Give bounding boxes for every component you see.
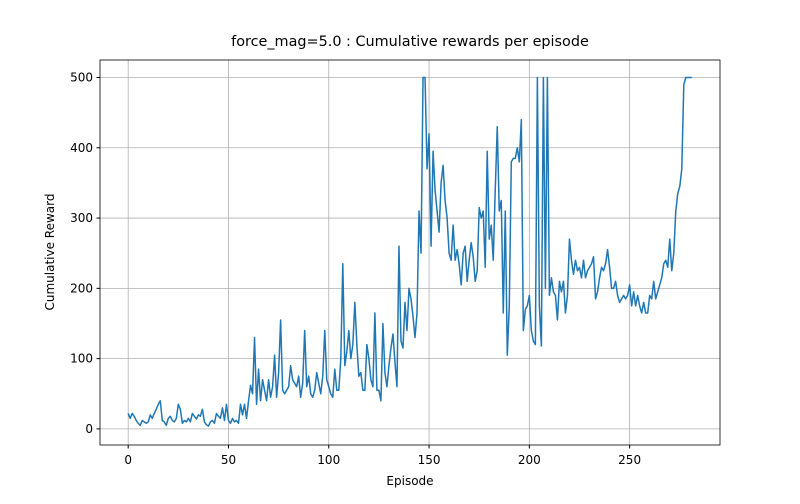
plot-frame xyxy=(99,59,721,446)
x-tick-label: 0 xyxy=(124,453,132,467)
x-axis-label: Episode xyxy=(386,474,433,488)
data-line xyxy=(127,76,692,427)
y-tick-label: 100 xyxy=(70,352,93,366)
x-tick-label: 50 xyxy=(221,453,236,467)
y-tick-label: 200 xyxy=(70,281,93,295)
y-tick-label: 300 xyxy=(70,211,93,225)
x-tick-label: 100 xyxy=(317,453,340,467)
x-tick-label: 200 xyxy=(518,453,541,467)
y-tick-label: 0 xyxy=(85,422,93,436)
y-axis-label: Cumulative Reward xyxy=(43,194,57,311)
y-tick-label: 400 xyxy=(70,141,93,155)
chart-title: force_mag=5.0 : Cumulative rewards per e… xyxy=(231,34,589,50)
x-tick-label: 250 xyxy=(618,453,641,467)
x-tick-label: 150 xyxy=(418,453,441,467)
y-tick-label: 500 xyxy=(70,71,93,85)
